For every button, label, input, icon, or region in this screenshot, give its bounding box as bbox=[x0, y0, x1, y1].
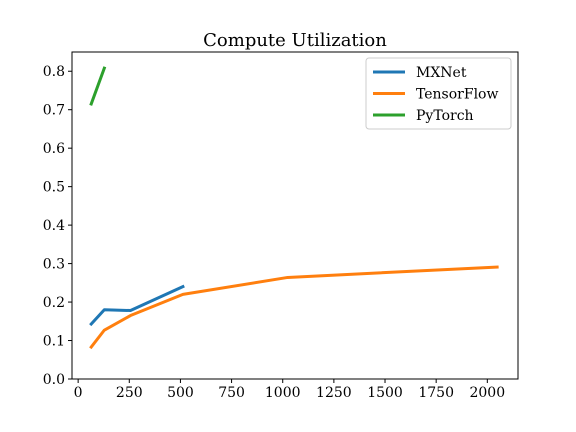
x-tick-label: 250 bbox=[116, 385, 143, 401]
series-line-mxnet bbox=[89, 284, 185, 327]
y-tick-label: 0.7 bbox=[43, 103, 65, 119]
y-tick-label: 0.3 bbox=[43, 257, 65, 273]
x-tick-label: 2000 bbox=[469, 385, 505, 401]
x-tick-label: 750 bbox=[218, 385, 245, 401]
plot-frame bbox=[71, 51, 519, 380]
series-line-tensorflow bbox=[89, 265, 499, 350]
y-tick-label: 0.6 bbox=[43, 141, 65, 157]
x-axis-ticks: 0 250 500 750 1000 1250 1500 1750 2000 bbox=[74, 379, 505, 401]
y-tick-label: 0.5 bbox=[43, 180, 65, 196]
chart-title: Compute Utilization bbox=[203, 30, 387, 51]
y-tick-label: 0.8 bbox=[43, 64, 65, 80]
x-tick-label: 500 bbox=[167, 385, 194, 401]
series-line-pytorch bbox=[89, 66, 107, 106]
x-tick-label: 1750 bbox=[418, 385, 454, 401]
y-axis-ticks: 0.0 0.1 0.2 0.3 0.4 0.5 0.6 0.7 0.8 bbox=[43, 64, 72, 388]
legend: MXNet TensorFlow PyTorch bbox=[365, 57, 512, 130]
y-tick-label: 0.2 bbox=[43, 295, 65, 311]
x-tick-label: 1500 bbox=[367, 385, 403, 401]
plot-lines bbox=[89, 66, 499, 350]
legend-box bbox=[365, 57, 512, 130]
legend-label-mxnet: MXNet bbox=[416, 65, 467, 81]
y-tick-label: 0.4 bbox=[43, 218, 65, 234]
x-tick-label: 0 bbox=[74, 385, 83, 401]
x-tick-label: 1250 bbox=[316, 385, 352, 401]
x-tick-label: 1000 bbox=[265, 385, 301, 401]
y-tick-label: 0.1 bbox=[43, 334, 65, 350]
y-tick-label: 0.0 bbox=[43, 372, 65, 388]
legend-label-pytorch: PyTorch bbox=[416, 108, 474, 124]
legend-label-tensorflow: TensorFlow bbox=[416, 87, 498, 103]
